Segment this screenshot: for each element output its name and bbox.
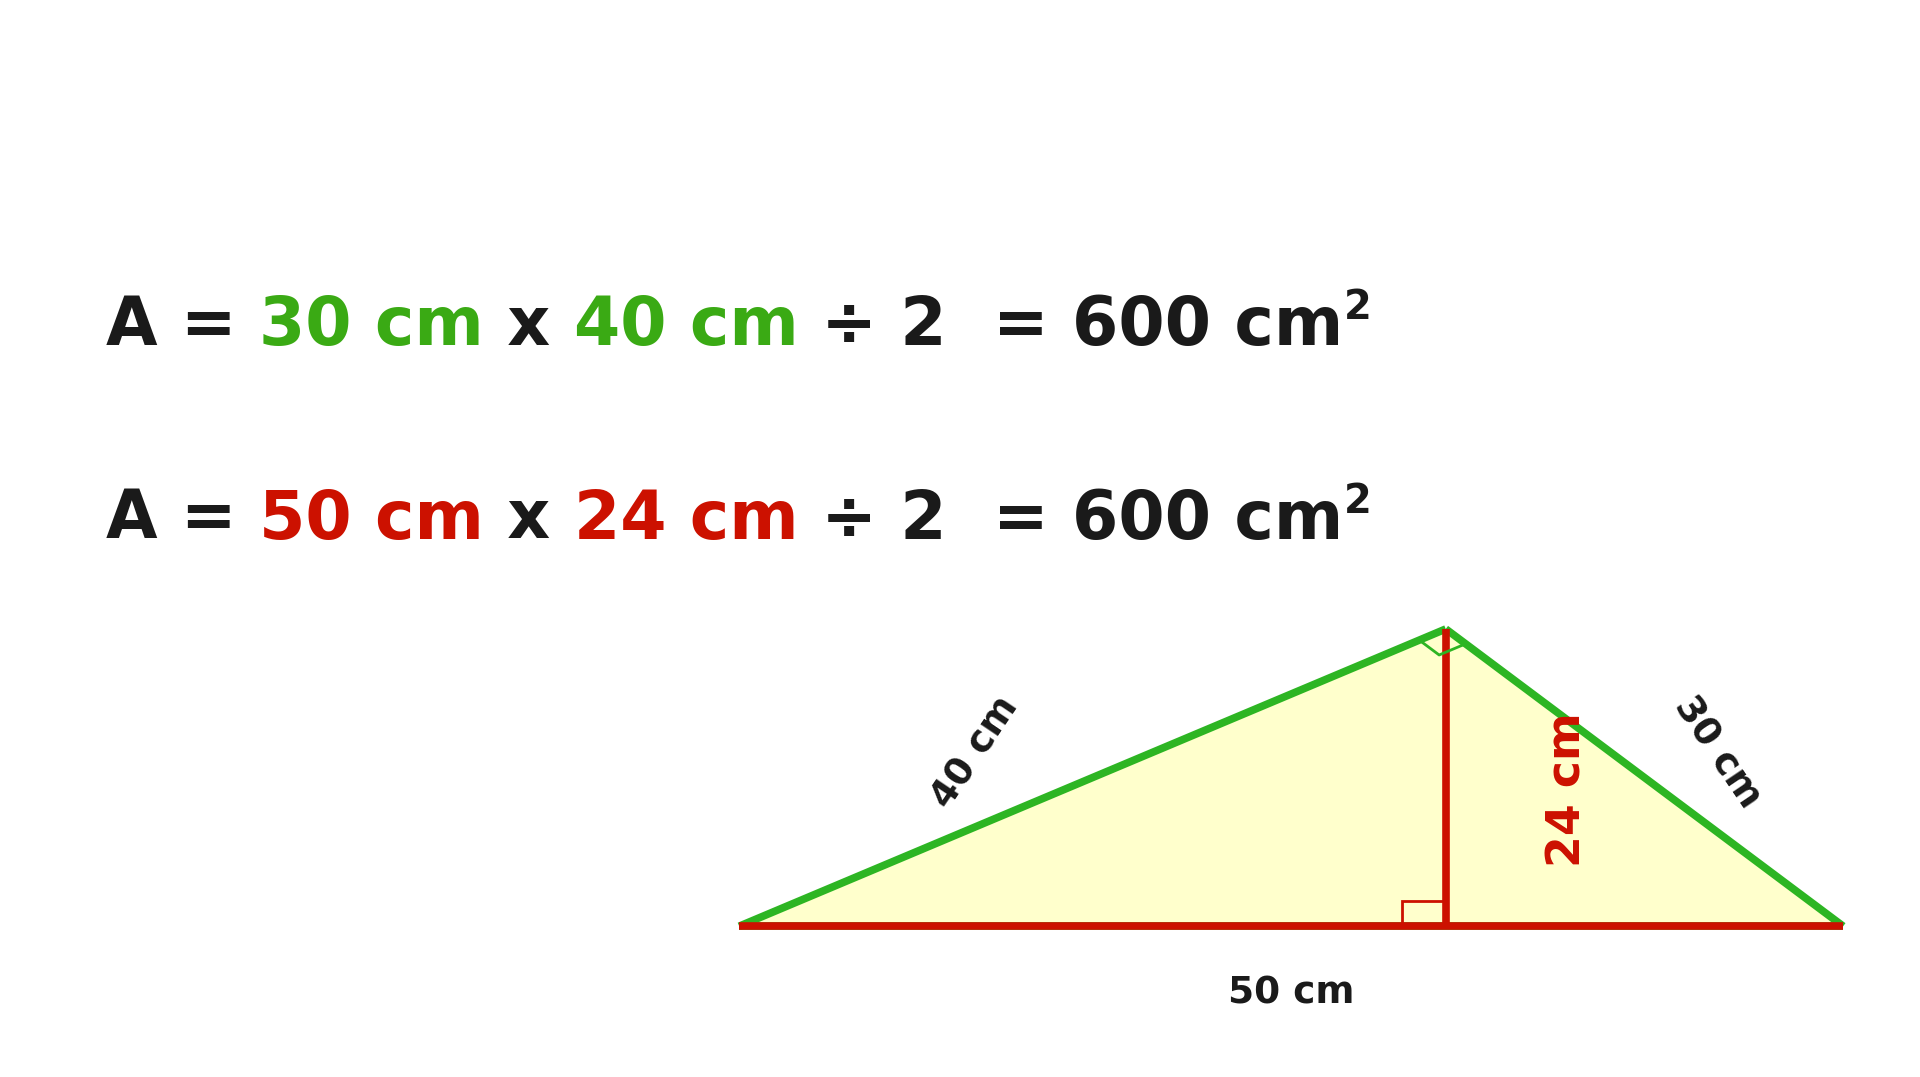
Text: A =: A = [106,487,259,553]
Text: 24 cm: 24 cm [1546,713,1590,867]
Text: 2: 2 [1344,482,1371,522]
Text: 50 cm: 50 cm [259,487,484,553]
Text: 50 cm: 50 cm [1229,976,1354,1011]
Text: 30 cm: 30 cm [259,293,484,359]
Text: x: x [484,487,574,553]
Text: 24 cm: 24 cm [574,487,799,553]
Text: 2: 2 [1344,289,1371,328]
Text: 40 cm: 40 cm [925,690,1025,815]
Text: ÷ 2  = 600 cm: ÷ 2 = 600 cm [799,293,1344,359]
Text: x: x [484,293,574,359]
Polygon shape [739,629,1843,926]
Text: A =: A = [106,293,259,359]
Bar [1402,901,1446,926]
Text: ÷ 2  = 600 cm: ÷ 2 = 600 cm [799,487,1344,553]
Text: 30 cm: 30 cm [1667,690,1766,815]
Text: 40 cm: 40 cm [574,293,799,359]
